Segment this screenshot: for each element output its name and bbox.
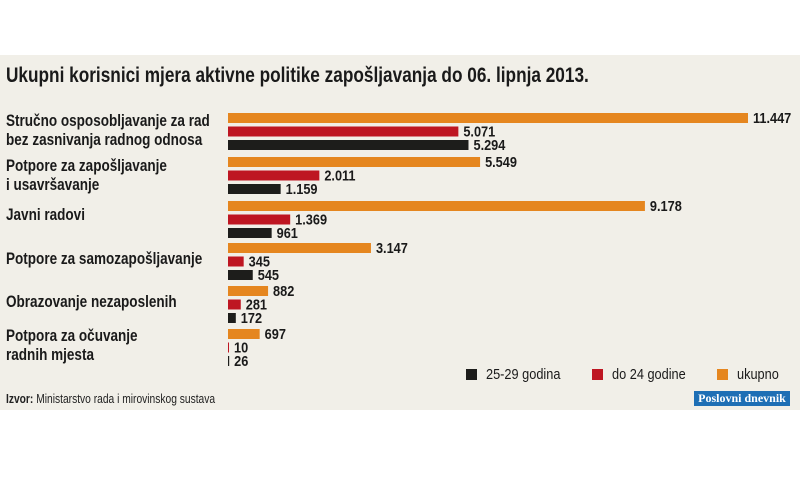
value-label: 3.147: [376, 239, 408, 256]
value-label: 5.071: [463, 122, 495, 139]
value-label: 697: [265, 325, 286, 342]
value-label: 345: [249, 252, 270, 269]
value-label: 1.369: [295, 210, 327, 227]
poslovni-dnevnik-logo: Poslovni dnevnik: [694, 391, 790, 406]
bar-do-24-godine-5: [228, 342, 229, 353]
legend-swatch: [716, 369, 728, 380]
legend-item-25-29: 25-29 godina: [466, 366, 574, 383]
bar-do-24-godine-4: [228, 299, 241, 310]
bar-25-29-godina-0: [228, 140, 469, 150]
value-label: 26: [234, 352, 248, 369]
legend-swatch: [592, 369, 604, 380]
category-label: Obrazovanje nezaposlenih: [6, 293, 177, 311]
category-label: Potpora za očuvanje radnih mjesta: [6, 327, 138, 364]
value-label: 5.549: [485, 153, 517, 170]
bar-do-24-godine-1: [228, 170, 320, 181]
bar-ukupno-5: [228, 329, 260, 339]
value-label: 11.447: [753, 109, 791, 126]
bar-25-29-godina-2: [228, 228, 272, 238]
source-note: Izvor: Ministarstvo rada i mirovinskog s…: [6, 392, 216, 406]
value-label: 281: [246, 295, 267, 312]
bar-ukupno-0: [228, 113, 748, 123]
legend-item-ukupno: ukupno: [716, 366, 786, 383]
legend-item-do-24: do 24 godine: [592, 366, 699, 383]
bar-ukupno-4: [228, 286, 269, 296]
bar-25-29-godina-5: [228, 356, 230, 366]
legend: 25-29 godina do 24 godine ukupno: [466, 366, 786, 383]
value-label: 882: [273, 282, 294, 299]
bar-ukupno-1: [228, 157, 481, 167]
bar-do-24-godine-2: [228, 214, 291, 225]
value-label: 545: [258, 266, 279, 283]
value-label: 5.294: [473, 136, 505, 153]
value-label: 961: [277, 224, 298, 241]
bar-ukupno-3: [228, 243, 371, 253]
bar-do-24-godine-3: [228, 256, 244, 267]
bar-ukupno-2: [228, 201, 645, 211]
bar-25-29-godina-4: [228, 313, 236, 323]
value-label: 10: [234, 338, 248, 355]
bar-25-29-godina-3: [228, 270, 253, 280]
chart-title: Ukupni korisnici mjera aktivne politike …: [6, 64, 589, 87]
category-label: Potpore za zapošljavanje i usavršavanje: [6, 157, 167, 194]
category-label: Stručno osposobljavanje za rad bez zasniv…: [6, 112, 210, 149]
bar-do-24-godine-0: [228, 126, 459, 137]
legend-swatch: [466, 369, 478, 380]
category-label: Javni radovi: [6, 206, 85, 224]
value-label: 9.178: [650, 197, 682, 214]
bar-25-29-godina-1: [228, 184, 281, 194]
category-label: Potpore za samozapošljavanje: [6, 250, 203, 268]
value-label: 1.159: [286, 180, 318, 197]
value-label: 172: [241, 309, 262, 326]
value-label: 2.011: [324, 166, 355, 183]
